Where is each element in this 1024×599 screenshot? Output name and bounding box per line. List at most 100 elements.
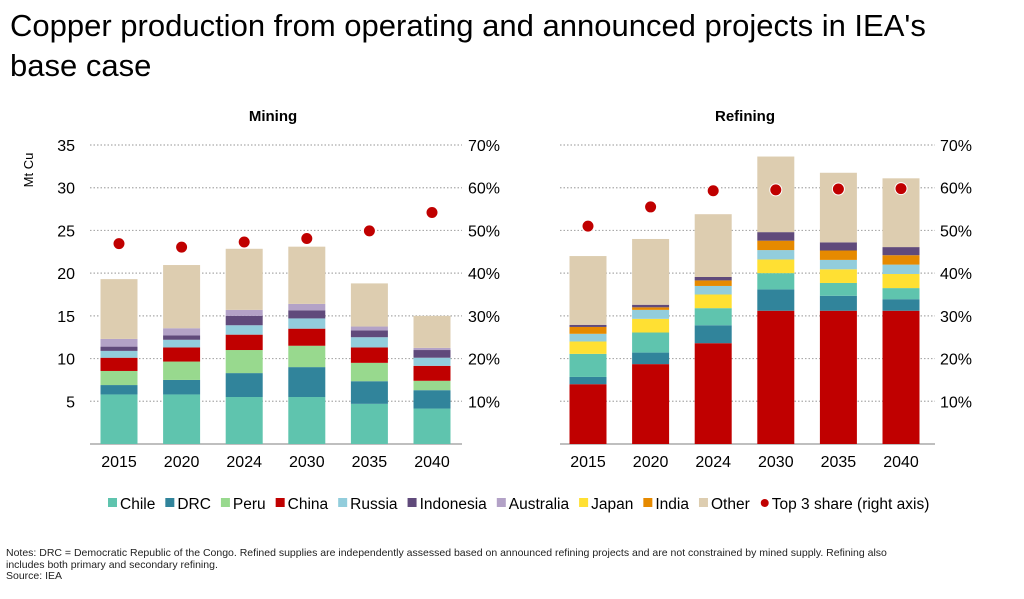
mining-x-tick-label: 2040	[414, 454, 450, 471]
mining-x-tick-label: 2035	[352, 454, 388, 471]
mining-y-tick-label: 25	[57, 223, 75, 240]
legend-swatch-russia	[338, 498, 348, 507]
refining-bar-drc-2035	[819, 295, 857, 311]
refining-top3-share-point-2035	[831, 182, 845, 196]
mining-bar-china-2035	[350, 347, 388, 363]
mining-top3-share-point-2024	[237, 235, 251, 249]
legend-marker-top-3-share-right-axis	[760, 499, 769, 507]
refining-bar-chile-2020	[632, 332, 670, 353]
mining-y-tick-label: 5	[66, 394, 75, 411]
mining-bar-australia-2015	[100, 338, 138, 347]
refining-bar-russia-2015	[569, 333, 607, 342]
mining-bar-russia-2030	[288, 318, 326, 329]
legend-label-chile: Chile	[120, 496, 155, 513]
mining-bar-chile-2015	[100, 394, 138, 444]
refining-bar-japan-2015	[569, 341, 607, 354]
refining-y2-tick-label: 60%	[940, 181, 972, 198]
refining-bar-indonesia-2024	[694, 276, 732, 281]
legend-swatch-peru	[220, 498, 230, 507]
mining-bar-peru-2030	[288, 345, 326, 368]
mining-bar-peru-2040	[413, 380, 451, 391]
mining-bar-peru-2015	[100, 370, 138, 386]
refining-bar-russia-2024	[694, 285, 732, 295]
refining-bar-indonesia-2035	[819, 242, 857, 251]
refining-bar-japan-2020	[632, 318, 670, 333]
refining-bar-other-2020	[632, 238, 670, 305]
mining-top3-share-point-2035	[362, 224, 376, 238]
mining-top3-share-point-2040	[425, 205, 439, 219]
refining-bar-drc-2024	[694, 325, 732, 344]
mining-bar-australia-2035	[350, 326, 388, 331]
refining-bar-russia-2040	[882, 264, 920, 274]
mining-bar-china-2030	[288, 328, 326, 346]
mining-bar-indonesia-2035	[350, 330, 388, 338]
mining-bar-russia-2024	[225, 325, 263, 335]
refining-bar-drc-2040	[882, 299, 920, 311]
legend-swatch-drc	[165, 498, 175, 507]
refining-y2-tick-label: 30%	[940, 309, 972, 326]
refining-bar-india-2024	[694, 280, 732, 286]
chart-title: Copper production from operating and ann…	[10, 8, 926, 83]
refining-bar-china-2015	[569, 384, 607, 444]
mining-bar-other-2015	[100, 279, 138, 339]
mining-top3-share-point-2030	[300, 232, 314, 246]
legend-label-japan: Japan	[591, 496, 633, 513]
refining-x-tick-label: 2020	[633, 454, 669, 471]
refining-bar-japan-2035	[819, 269, 857, 283]
mining-bar-other-2020	[163, 265, 201, 329]
refining-y2-tick-label: 50%	[940, 223, 972, 240]
refining-bar-russia-2020	[632, 309, 670, 319]
chart-notes: Notes: DRC = Democratic Republic of the …	[6, 547, 906, 583]
refining-top3-share-point-2040	[894, 182, 908, 196]
refining-x-tick-label: 2035	[821, 454, 857, 471]
legend-swatch-chile	[108, 498, 117, 507]
mining-x-tick-label: 2030	[289, 454, 325, 471]
mining-bar-china-2040	[413, 365, 451, 381]
refining-bar-russia-2035	[819, 259, 857, 270]
legend-label-russia: Russia	[350, 496, 398, 513]
mining-y2-tick-label: 60%	[468, 181, 500, 198]
refining-y2-tick-label: 40%	[940, 266, 972, 283]
mining-y-tick-label: 30	[57, 181, 75, 198]
mining-bar-china-2024	[225, 334, 263, 351]
mining-bar-other-2040	[413, 315, 451, 348]
mining-y2-tick-label: 40%	[468, 266, 500, 283]
legend-label-other: Other	[711, 496, 750, 513]
mining-panel-title: Mining	[249, 108, 297, 125]
refining-bar-drc-2015	[569, 376, 607, 385]
mining-bar-other-2035	[350, 283, 388, 327]
mining-bar-other-2030	[288, 246, 326, 304]
legend-swatch-india	[643, 498, 653, 507]
refining-bar-indonesia-2020	[632, 304, 670, 308]
mining-bar-drc-2020	[163, 379, 201, 395]
mining-x-tick-label: 2020	[164, 454, 200, 471]
legend-swatch-other	[698, 498, 708, 507]
mining-y2-tick-label: 70%	[468, 138, 500, 155]
refining-bar-japan-2030	[757, 259, 795, 274]
mining-bar-russia-2020	[163, 339, 201, 348]
refining-bar-china-2024	[694, 343, 732, 444]
mining-top3-share-point-2015	[112, 237, 126, 251]
mining-bar-australia-2024	[225, 309, 263, 316]
mining-bar-indonesia-2024	[225, 315, 263, 326]
legend-swatch-indonesia	[407, 498, 417, 507]
refining-bar-indonesia-2015	[569, 324, 607, 327]
mining-top3-share-point-2020	[175, 240, 189, 254]
mining-bar-australia-2040	[413, 347, 451, 351]
refining-top3-share-point-2030	[769, 183, 783, 197]
mining-bar-australia-2020	[163, 328, 201, 336]
mining-bar-other-2024	[225, 248, 263, 310]
legend-label-india: India	[655, 496, 689, 513]
refining-bar-chile-2035	[819, 282, 857, 296]
refining-x-tick-label: 2040	[883, 454, 919, 471]
mining-bar-indonesia-2020	[163, 335, 201, 340]
refining-x-tick-label: 2015	[570, 454, 606, 471]
legend-swatch-china	[275, 498, 285, 507]
mining-bar-drc-2035	[350, 381, 388, 404]
legend-label-australia: Australia	[509, 496, 570, 513]
legend-label-peru: Peru	[233, 496, 266, 513]
mining-bar-chile-2030	[288, 397, 326, 444]
mining-bar-peru-2035	[350, 362, 388, 382]
refining-panel-title: Refining	[715, 108, 775, 125]
mining-bar-peru-2020	[163, 361, 201, 380]
